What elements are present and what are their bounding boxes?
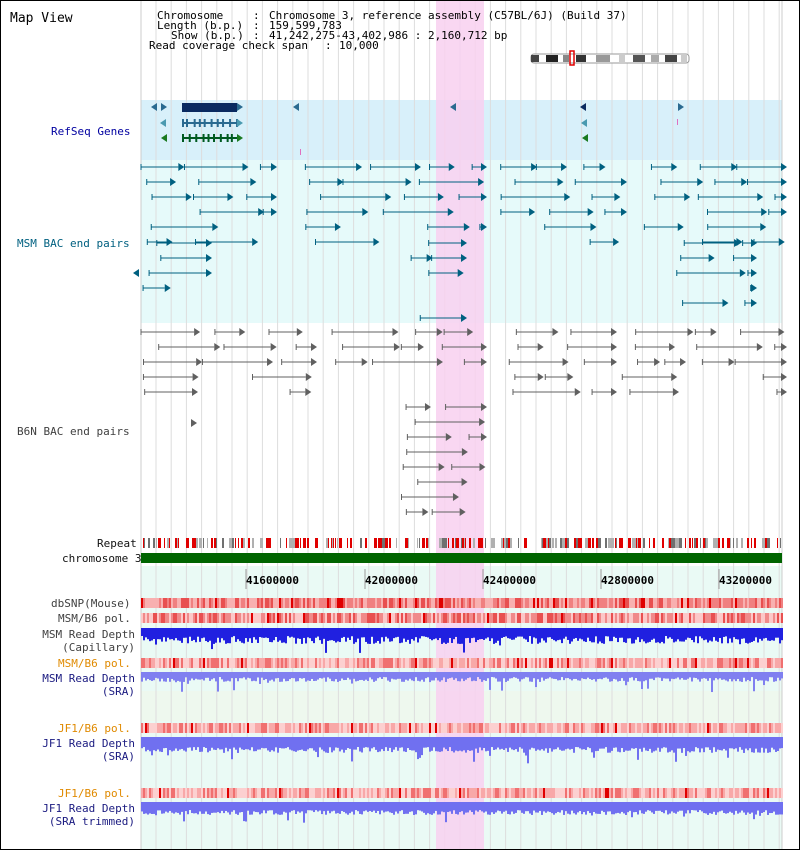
jf1-pol-trimmed-heatmap (141, 788, 783, 798)
jf1-depth-trimmed-bars (141, 802, 783, 823)
refseq-genes (151, 103, 684, 155)
msm-bac-pairs-bottom (142, 239, 757, 322)
refseq-gene-marker (293, 103, 299, 111)
msm-pol-capillary-label: MSM/B6 pol. (58, 612, 131, 625)
span-value: 10,000 (339, 39, 379, 52)
refseq-gene-marker (161, 134, 167, 142)
refseq-gene-marker (581, 119, 587, 127)
b6n-bac-pairs-bottom (400, 403, 487, 516)
chromosome-label: Chromosome (157, 9, 224, 22)
length-value: 159,599,783 (269, 19, 342, 32)
vertical-grid (140, 1, 783, 849)
b6n-bac-track-label[interactable]: B6N BAC end pairs (17, 425, 130, 438)
repeat-track-label: Repeat (97, 537, 137, 550)
repeat-track (143, 538, 781, 548)
chromosome-ideogram (530, 50, 690, 66)
msm-pol-sra-label: MSM/B6 pol. (58, 657, 131, 670)
msm-bac-marker (133, 269, 139, 277)
refseq-track-label[interactable]: RefSeq Genes (51, 125, 131, 138)
jf1-depth-sra-sub: (SRA) (101, 750, 135, 763)
refseq-gene-marker (161, 103, 167, 111)
jf1-depth-trimmed-sub: (SRA trimmed) (48, 815, 135, 828)
refseq-gene-marker (160, 119, 166, 127)
position-axis: 41600000 42000000 42400000 42800000 43200000 (245, 569, 772, 589)
axis-tick-label: 42400000 (483, 574, 536, 587)
refseq-gene-marker (237, 134, 243, 142)
jf1-pol-trimmed-label: JF1/B6 pol. (58, 787, 131, 800)
ideogram-position-marker (569, 50, 575, 66)
jf1-depth-sra-bars (141, 737, 783, 764)
axis-tick-label: 43200000 (719, 574, 772, 587)
chromosome-bar (141, 553, 782, 563)
page-title: Map View (10, 11, 73, 26)
msm-depth-sra-sub: (SRA) (101, 685, 135, 698)
jf1-depth-trimmed-label: JF1 Read Depth (42, 802, 135, 815)
region-info: Chromosome : Chromosome 3, reference ass… (149, 9, 627, 52)
refseq-gene-marker (450, 103, 456, 111)
span-label: Read coverage check span (149, 39, 308, 52)
dbsnp-track-label: dbSNP(Mouse) (51, 597, 131, 610)
msm-pol-capillary-heatmap (141, 613, 783, 623)
length-label: Length (b.p.) (157, 19, 244, 32)
chromosome-track-label: chromosome 3 (62, 552, 142, 565)
show-label: Show (b.p.) (171, 29, 244, 42)
jf1-depth-sra-label: JF1 Read Depth (42, 737, 135, 750)
msm-depth-sra-label: MSM Read Depth (42, 672, 135, 685)
show-value: 41,242,275-43,402,986 : 2,160,712 bp (269, 29, 508, 42)
msm-bac-pairs-top (140, 163, 787, 246)
b6n-bac-marker (191, 419, 197, 427)
refseq-gene-marker (678, 103, 684, 111)
msm-depth-capillary-sub: (Capillary) (62, 641, 135, 654)
refseq-gene-marker (151, 103, 157, 111)
chromosome-value: Chromosome 3, reference assembly (C57BL/… (269, 9, 627, 22)
jf1-pol-sra-label: JF1/B6 pol. (58, 722, 131, 735)
refseq-gene-marker (237, 119, 243, 127)
msm-depth-capillary-label: MSM Read Depth (42, 628, 135, 641)
msm-bac-track-label[interactable]: MSM BAC end pairs (17, 237, 130, 250)
refseq-gene-marker (237, 103, 243, 111)
axis-tick-label: 42800000 (601, 574, 654, 587)
refseq-gene-marker (580, 103, 586, 111)
refseq-gene-marker (582, 134, 588, 142)
b6n-bac-pairs-top (140, 328, 787, 396)
refseq-gene-large (182, 103, 237, 112)
dbsnp-heatmap (141, 598, 783, 608)
axis-tick-label: 41600000 (246, 574, 299, 587)
jf1-pol-sra-heatmap (141, 723, 783, 733)
msm-depth-capillary-bars (141, 628, 783, 653)
axis-tick-label: 42000000 (365, 574, 418, 587)
msm-depth-sra-bars (141, 672, 783, 693)
msm-pol-sra-heatmap (141, 658, 783, 668)
selected-region-highlight (436, 1, 484, 849)
